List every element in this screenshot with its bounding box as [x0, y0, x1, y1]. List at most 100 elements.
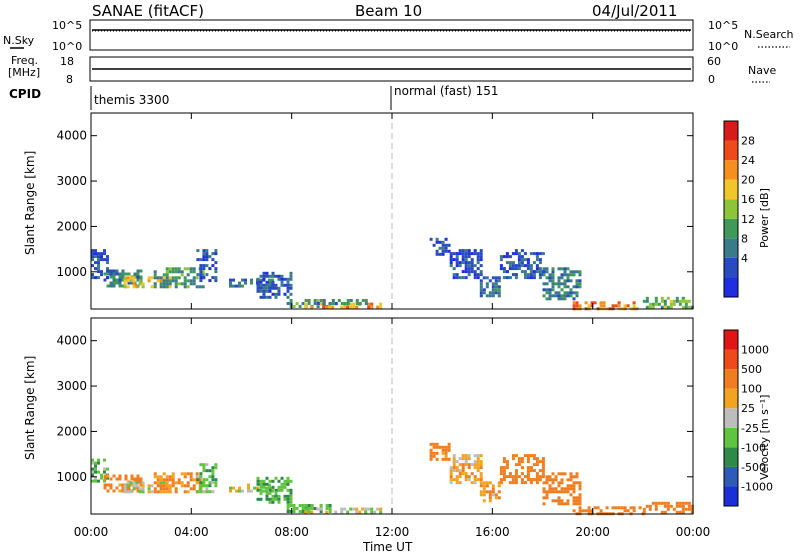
data-cell: [467, 454, 471, 458]
data-cell: [328, 305, 332, 309]
data-cell: [654, 299, 658, 303]
data-cell: [545, 493, 549, 497]
data-cell: [464, 472, 468, 476]
data-cell: [271, 274, 275, 278]
data-cell: [180, 282, 184, 286]
data-cell: [482, 493, 486, 497]
data-cell: [599, 301, 603, 305]
data-cell: [367, 302, 371, 306]
data-cell: [461, 457, 465, 461]
data-cell: [491, 493, 495, 497]
data-cell: [651, 302, 655, 306]
data-cell: [535, 457, 539, 461]
data-cell: [511, 273, 515, 277]
data-cell: [328, 302, 332, 305]
data-cell: [452, 273, 456, 277]
data-cell: [286, 280, 290, 284]
velocity-cbar-swatch: [724, 388, 738, 409]
data-cell: [199, 276, 203, 280]
data-cell: [485, 481, 489, 485]
data-cell: [259, 278, 262, 282]
data-cell: [153, 472, 157, 476]
data-cell: [343, 302, 347, 305]
data-cell: [473, 460, 477, 464]
data-cell: [126, 279, 130, 283]
data-cell: [355, 510, 359, 514]
data-cell: [202, 258, 206, 262]
data-cell: [669, 302, 673, 306]
data-cell: [560, 487, 564, 491]
data-cell: [277, 274, 281, 278]
data-cell: [355, 299, 359, 302]
data-cell: [121, 269, 125, 273]
data-cell: [322, 299, 326, 302]
data-cell: [262, 277, 266, 281]
data-cell: [557, 282, 561, 286]
data-cell: [189, 279, 193, 283]
data-cell: [514, 454, 518, 458]
data-cell: [514, 264, 518, 268]
data-cell: [554, 291, 558, 295]
data-cell: [611, 506, 615, 510]
data-cell: [168, 285, 172, 289]
power-panel: Slant Range [km] 1000 2000 3000 4000: [23, 112, 694, 311]
data-cell: [283, 497, 287, 501]
data-cell: [186, 279, 190, 283]
data-cell: [123, 490, 127, 494]
data-cell: [130, 483, 134, 487]
data-cell: [545, 267, 549, 271]
data-cell: [277, 500, 281, 504]
data-cell: [256, 280, 260, 284]
data-cell: [514, 469, 518, 473]
data-cell: [464, 249, 468, 253]
data-cell: [514, 273, 518, 277]
data-cell: [121, 483, 125, 487]
data-cell: [186, 267, 190, 271]
data-cell: [566, 276, 570, 280]
data-cell: [334, 510, 338, 514]
power-cbar-swatch: [724, 238, 738, 258]
data-cell: [560, 294, 564, 298]
data-cell: [189, 487, 193, 491]
data-cell: [214, 481, 218, 485]
data-cell: [256, 497, 260, 501]
data-cell: [328, 504, 332, 507]
data-cell: [557, 484, 561, 488]
data-cell: [523, 252, 527, 256]
data-cell: [535, 475, 539, 479]
data-cell: [214, 267, 218, 271]
data-cell: [470, 252, 474, 256]
data-cell: [189, 478, 193, 482]
data-cell: [435, 252, 439, 256]
data-cell: [153, 487, 157, 491]
data-cell: [569, 478, 573, 482]
data-cell: [271, 497, 275, 501]
data-cell: [268, 500, 272, 504]
data-cell: [346, 305, 350, 309]
data-cell: [505, 252, 509, 256]
data-cell: [268, 486, 271, 490]
cpid-segment-2: normal (fast) 151: [394, 84, 498, 98]
data-cell: [578, 481, 582, 485]
data-cell: [449, 255, 453, 259]
data-cell: [271, 494, 275, 498]
data-cell: [535, 267, 539, 271]
data-cell: [274, 497, 278, 501]
data-cell: [560, 481, 564, 485]
data-cell: [560, 472, 564, 476]
data-cell: [271, 286, 275, 290]
data-cell: [511, 475, 515, 479]
data-cell: [286, 295, 290, 299]
data-cell: [126, 276, 130, 280]
data-cell: [121, 278, 125, 282]
data-cell: [280, 476, 284, 480]
data-cell: [162, 481, 166, 485]
data-cell: [195, 276, 199, 280]
data-cell: [180, 481, 184, 485]
data-cell: [370, 510, 374, 514]
data-cell: [283, 277, 287, 281]
data-cell: [177, 267, 181, 271]
data-cell: [192, 282, 196, 286]
data-cell: [482, 481, 486, 485]
data-cell: [214, 270, 218, 274]
